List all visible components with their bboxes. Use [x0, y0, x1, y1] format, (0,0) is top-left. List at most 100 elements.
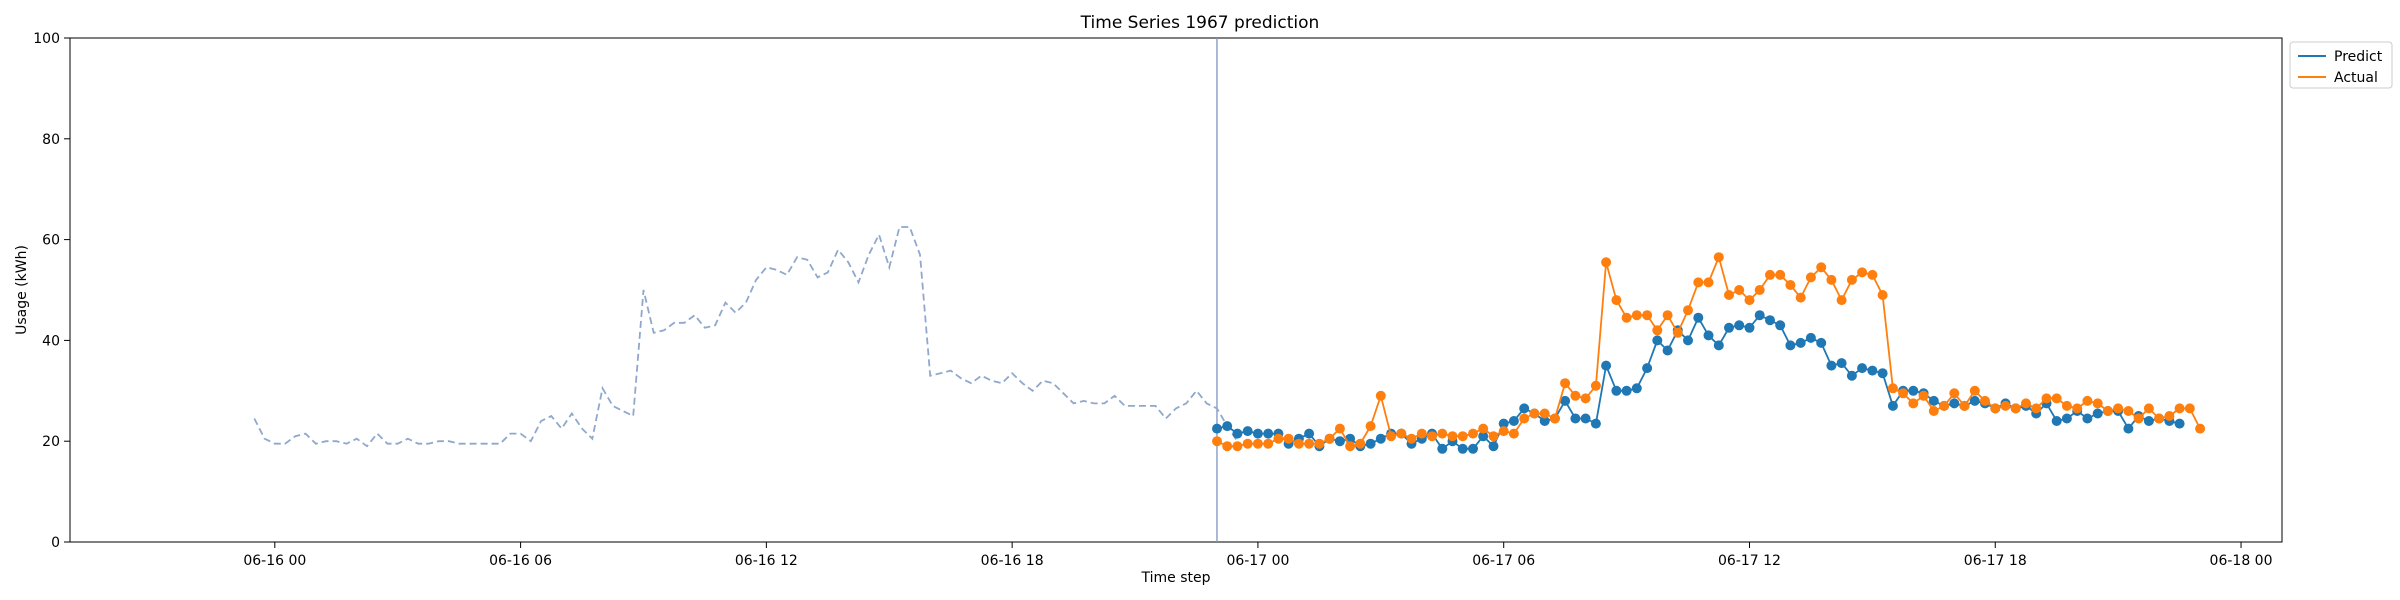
data-point-actual [1754, 285, 1765, 295]
data-point-actual [1867, 269, 1878, 280]
data-point-actual [2123, 406, 2134, 416]
data-point-predict [1580, 413, 1591, 424]
data-point-predict [1488, 441, 1499, 452]
data-point-predict [1304, 428, 1315, 439]
data-point-actual [1580, 393, 1591, 404]
x-tick-label: 06-16 12 [735, 553, 798, 569]
y-tick-label: 60 [42, 233, 60, 249]
data-point-actual [1949, 388, 1960, 399]
legend-label-actual: Actual [2334, 70, 2378, 86]
data-point-actual [2072, 403, 2083, 414]
data-point-actual [1416, 428, 1427, 439]
data-point-actual [1437, 428, 1448, 439]
x-tick-label: 06-17 00 [1226, 553, 1289, 569]
data-point-predict [1457, 443, 1468, 454]
data-point-actual [2154, 413, 2165, 424]
data-point-actual [2082, 395, 2093, 406]
data-point-actual [1805, 272, 1816, 283]
data-point-predict [1642, 363, 1653, 374]
data-point-actual [1826, 274, 1837, 285]
data-point-predict [1478, 431, 1489, 442]
x-tick-label: 06-17 12 [1718, 553, 1781, 569]
data-point-predict [1631, 383, 1642, 394]
data-point-predict [1754, 310, 1765, 321]
data-point-predict [1252, 428, 1263, 439]
data-point-actual [2031, 403, 2042, 414]
data-point-actual [2021, 398, 2031, 409]
data-point-predict [1785, 340, 1796, 351]
data-point-actual [1601, 257, 1612, 268]
legend: Predict Actual [2289, 41, 2393, 89]
data-point-predict [1816, 337, 1827, 348]
data-point-predict [1242, 426, 1253, 437]
data-point-predict [1652, 335, 1663, 346]
data-point-predict [1263, 428, 1274, 439]
data-point-actual [1468, 428, 1478, 439]
series-line-predict [1216, 314, 2180, 451]
data-point-actual [1252, 438, 1263, 449]
data-point-actual [1549, 413, 1560, 424]
y-axis: 0 20 40 60 80 100 [33, 31, 70, 551]
x-tick-label: 06-16 00 [243, 553, 306, 569]
data-point-actual [1959, 400, 1970, 411]
data-point-actual [1334, 423, 1345, 434]
data-point-actual [1621, 312, 1632, 323]
data-point-actual [1631, 310, 1642, 321]
data-point-actual [1918, 390, 1929, 401]
data-point-actual [1765, 269, 1775, 280]
data-point-actual [1785, 280, 1796, 290]
data-point-actual [1652, 325, 1663, 336]
data-point-actual [1980, 395, 1990, 406]
y-tick-label: 40 [42, 333, 60, 349]
data-point-predict [1826, 360, 1837, 371]
y-tick-label: 0 [51, 535, 60, 551]
data-point-predict [1437, 443, 1448, 454]
data-point-actual [1273, 433, 1284, 444]
data-point-actual [1683, 305, 1693, 316]
data-point-predict [1365, 438, 1376, 449]
data-point-actual [1529, 408, 1540, 419]
data-point-predict [2082, 413, 2093, 424]
data-point-actual [1703, 277, 1714, 288]
data-point-actual [1734, 285, 1745, 295]
data-point-actual [1396, 428, 1407, 439]
x-axis: 06-16 00 06-16 06 06-16 12 06-16 18 06-17 00… [243, 542, 2273, 569]
data-point-predict [1775, 320, 1786, 331]
data-point-actual [1304, 438, 1315, 449]
data-point-actual [1427, 431, 1437, 442]
data-point-predict [2061, 413, 2072, 424]
data-point-predict [1498, 418, 1509, 429]
data-point-actual [1519, 413, 1530, 424]
data-point-actual [1222, 441, 1233, 452]
data-point-predict [1222, 421, 1233, 432]
data-point-predict [1734, 320, 1745, 331]
data-point-predict [2092, 408, 2103, 419]
data-point-actual [1693, 277, 1704, 288]
data-point-actual [1498, 426, 1509, 437]
data-point-actual [1713, 252, 1724, 263]
data-point-actual [1662, 310, 1673, 321]
data-point-actual [1570, 390, 1581, 401]
data-point-actual [2184, 403, 2195, 414]
data-point-actual [1990, 403, 2001, 414]
data-point-actual [1928, 406, 1939, 416]
data-point-predict [1468, 443, 1478, 454]
data-point-actual [1560, 378, 1571, 389]
x-tick-label: 06-17 18 [1964, 553, 2027, 569]
data-point-actual [1242, 438, 1253, 449]
data-point-predict [1887, 400, 1898, 411]
data-point-predict [1836, 358, 1847, 369]
data-point-actual [1590, 380, 1601, 391]
data-point-actual [1836, 295, 1847, 306]
y-tick-label: 20 [42, 434, 60, 450]
data-point-predict [1519, 403, 1530, 414]
x-tick-label: 06-16 18 [981, 553, 1044, 569]
data-point-actual [1457, 431, 1468, 442]
chart-title: Time Series 1967 prediction [1080, 13, 1320, 33]
data-point-actual [1969, 385, 1980, 396]
data-point-actual [1672, 327, 1683, 338]
data-point-predict [1334, 436, 1345, 447]
plot-area-frame [69, 37, 2283, 543]
